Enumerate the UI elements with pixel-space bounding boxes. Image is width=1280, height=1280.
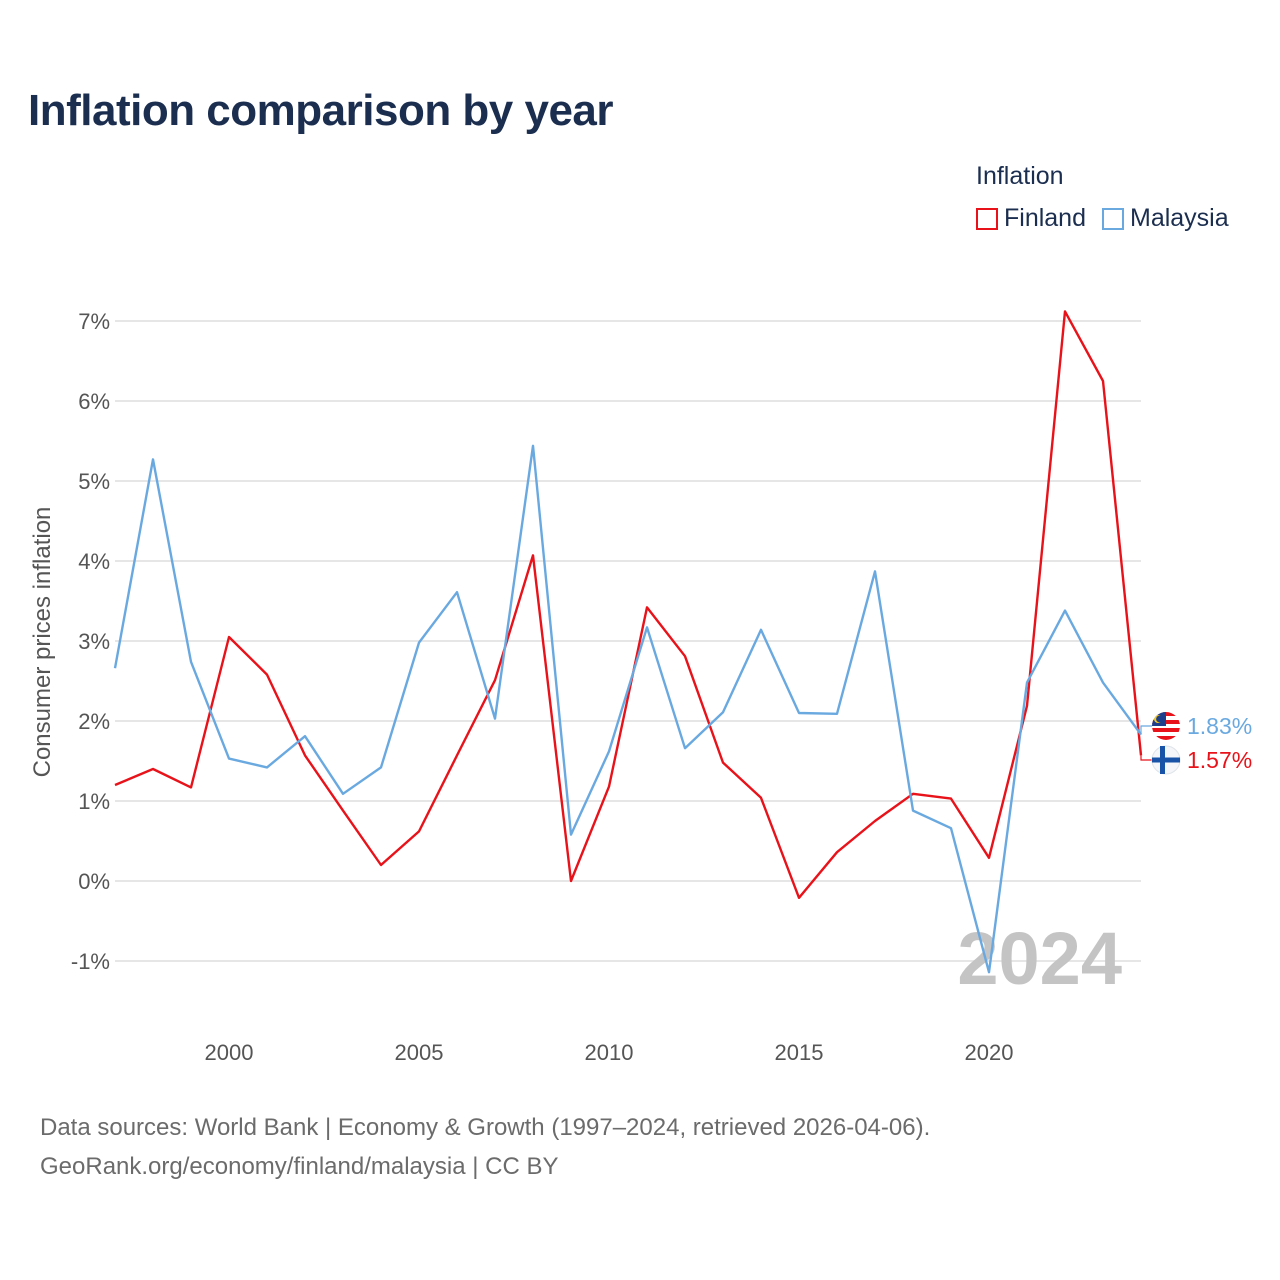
y-tick-label: 2% [78,709,110,734]
end-markers: 1.57% 1.83% [1140,712,1252,775]
flag-malaysia-icon [1152,712,1180,740]
x-tick-label: 2010 [585,1040,634,1065]
y-tick-label: -1% [71,949,110,974]
y-tick-label: 4% [78,549,110,574]
x-tick-label: 2000 [205,1040,254,1065]
legend-label-malaysia: Malaysia [1130,204,1229,232]
flag-crescent-cut [1156,715,1163,723]
legend-item-malaysia[interactable]: Malaysia [1102,204,1229,233]
flag-cross-v [1160,746,1165,774]
connector-malaysia [1140,725,1154,735]
flag-stripe [1152,728,1180,732]
x-tick-label: 2005 [395,1040,444,1065]
footer-sources: Data sources: World Bank | Economy & Gro… [40,1114,931,1141]
x-tick-labels: 2000 2005 2010 2015 2020 [205,1040,1014,1065]
end-label-finland: 1.57% [1187,747,1252,773]
x-tick-label: 2015 [775,1040,824,1065]
legend-swatch-finland [976,207,998,230]
y-tick-label: 1% [78,789,110,814]
y-axis-label: Consumer prices inflation [29,507,56,778]
footer: Data sources: World Bank | Economy & Gro… [40,1108,930,1186]
legend-swatch-malaysia [1102,207,1124,230]
y-tick-label: 6% [78,389,110,414]
footer-link[interactable]: GeoRank.org/economy/finland/malaysia | C… [40,1153,559,1180]
legend-item-finland[interactable]: Finland [976,204,1086,233]
y-tick-label: 0% [78,869,110,894]
series-line-finland [114,310,1143,899]
page-title: Inflation comparison by year [28,86,614,135]
series-line-malaysia [113,444,1142,974]
y-tick-label: 3% [78,629,110,654]
flag-finland-icon [1151,745,1181,775]
y-tick-labels: -1% 0% 1% 2% 3% 4% 5% 6% 7% [71,309,110,974]
legend-label-finland: Finland [1004,204,1086,232]
connector-finland [1140,755,1154,761]
end-label-malaysia: 1.83% [1187,713,1252,739]
series-lines [113,310,1143,974]
legend-title: Inflation [976,162,1064,190]
y-tick-label: 7% [78,309,110,334]
x-tick-label: 2020 [965,1040,1014,1065]
grid-lines [115,320,1141,962]
flag-stripe [1152,736,1180,740]
year-watermark: 2024 [957,917,1122,1000]
legend: Finland Malaysia [976,204,1245,233]
flag-body [1152,712,1180,740]
flag-cross-h [1152,757,1180,763]
flag-stripe [1152,732,1180,736]
y-tick-label: 5% [78,469,110,494]
